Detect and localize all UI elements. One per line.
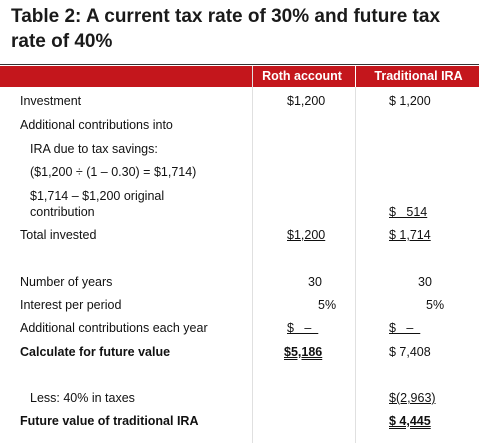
- traditional-interest: 5%: [426, 298, 445, 312]
- row-label-contributions-each-year: Additional contributions each year: [20, 321, 208, 335]
- traditional-total-invested: $ 1,714: [389, 228, 431, 242]
- roth-number-of-years: 30: [308, 275, 322, 289]
- row-label-interest: Interest per period: [20, 298, 122, 312]
- roth-contributions-each-year: $ –: [287, 321, 319, 335]
- row-label-investment: Investment: [20, 94, 82, 108]
- roth-total-invested: $1,200: [287, 228, 326, 242]
- traditional-number-of-years: 30: [418, 275, 432, 289]
- column-header-traditional: Traditional IRA: [374, 69, 463, 83]
- traditional-investment: $ 1,200: [389, 94, 431, 108]
- row-label-number-of-years: Number of years: [20, 275, 113, 289]
- roth-future-value: $5,186: [284, 345, 323, 359]
- row-label-original-2: contribution: [30, 205, 95, 219]
- column-divider: [252, 66, 253, 443]
- table-title: Table 2: A current tax rate of 30% and f…: [11, 6, 441, 52]
- roth-investment: $1,200: [287, 94, 326, 108]
- header-rule: [0, 64, 479, 65]
- row-label-total-invested: Total invested: [20, 228, 97, 242]
- row-label-future-value-traditional: Future value of traditional IRA: [20, 414, 199, 428]
- traditional-additional-contribution: $ 514: [389, 205, 428, 219]
- row-label-formula: ($1,200 ÷ (1 – 0.30) = $1,714): [30, 165, 197, 179]
- column-divider: [355, 66, 356, 443]
- roth-interest: 5%: [318, 298, 337, 312]
- traditional-future-value-final: $ 4,445: [389, 414, 431, 428]
- traditional-less-taxes: $(2,963): [389, 391, 436, 405]
- table-header-bar: [0, 66, 479, 87]
- column-header-roth: Roth account: [262, 69, 342, 83]
- row-label-ira-tax-savings: IRA due to tax savings:: [30, 142, 158, 156]
- row-label-additional-contributions: Additional contributions into: [20, 118, 173, 132]
- row-label-less-taxes: Less: 40% in taxes: [30, 391, 135, 405]
- traditional-future-value: $ 7,408: [389, 345, 431, 359]
- row-label-future-value: Calculate for future value: [20, 345, 171, 359]
- header-divider: [355, 66, 356, 87]
- row-label-original-1: $1,714 – $1,200 original: [30, 189, 165, 203]
- traditional-contributions-each-year: $ –: [389, 321, 421, 335]
